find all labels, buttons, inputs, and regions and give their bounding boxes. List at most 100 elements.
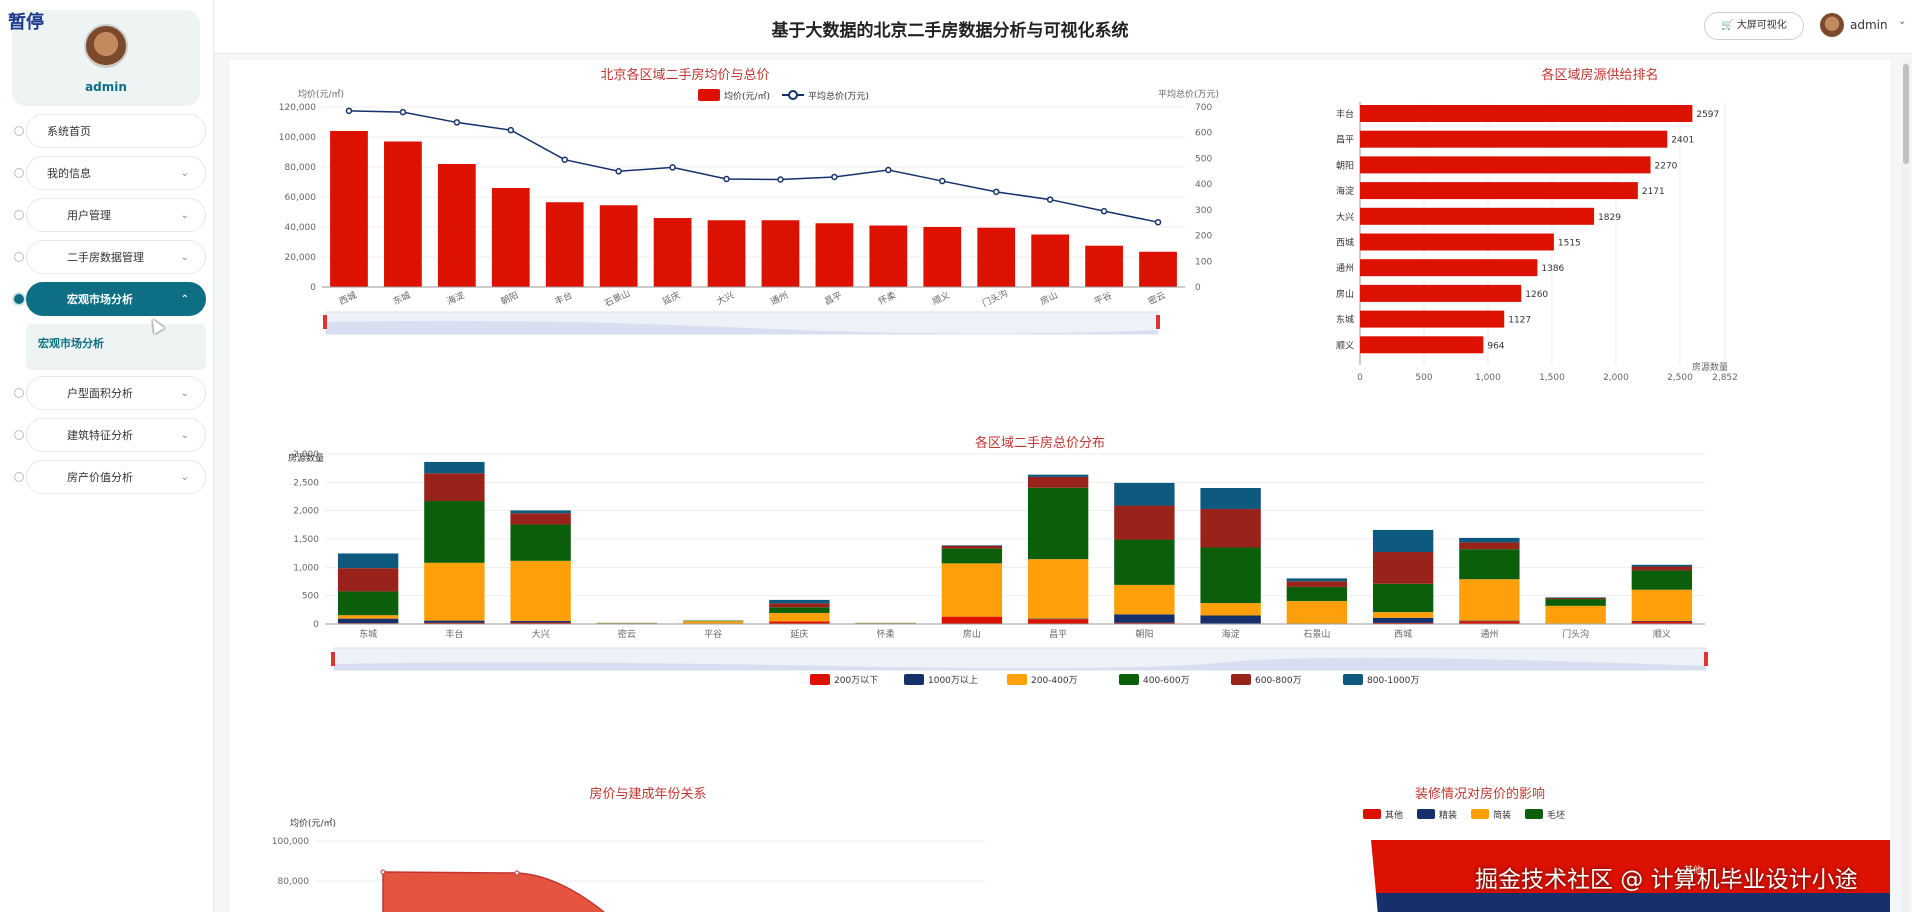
scrollbar-thumb[interactable] (1903, 64, 1909, 164)
chevron-down-icon[interactable]: ⌄ (1898, 16, 1907, 27)
y-tick-label: 顺义 (1336, 340, 1354, 351)
y-tick-label: 3,000 (293, 450, 319, 460)
bar-segment (1027, 474, 1089, 477)
page-scrollbar[interactable] (1902, 60, 1910, 912)
x-tick-label: 500 (1415, 373, 1432, 383)
sidebar-item-pill[interactable]: 二手房数据管理 ⌄ (26, 240, 206, 274)
legend-swatch (1417, 809, 1435, 819)
chart-title: 北京各区域二手房均价与总价 (600, 67, 769, 83)
sidebar-item-pill[interactable]: 房产价值分析 ⌄ (26, 460, 206, 494)
legend-swatch (1119, 674, 1139, 685)
bar-segment (1459, 537, 1520, 543)
sidebar-item-pill[interactable]: 我的信息 ⌄ (26, 156, 206, 190)
bar (599, 205, 638, 287)
sidebar-item-pill[interactable]: 宏观市场分析 ⌃ (26, 282, 206, 316)
sidebar-item-pill[interactable]: 户型面积分析 ⌄ (26, 376, 206, 410)
chevron-up-icon: ⌃ (180, 294, 189, 305)
y-tick-label: 东城 (1336, 314, 1354, 326)
sidebar-item-home[interactable]: 系统首页 (0, 114, 214, 150)
profile-username: admin (85, 80, 127, 94)
bar-segment (682, 621, 744, 624)
y-axis-label: 房源数量 (288, 452, 324, 464)
bar-segment (1545, 597, 1606, 598)
radio-dot-icon (14, 294, 24, 304)
radio-dot-icon (14, 252, 24, 262)
legend-label: 其他 (1385, 809, 1403, 821)
radio-dot-icon (14, 388, 24, 398)
avatar[interactable] (84, 24, 128, 68)
legend-swatch (1525, 809, 1543, 819)
chevron-down-icon: ⌄ (180, 430, 189, 441)
y2-tick-label: 300 (1195, 206, 1212, 216)
sidebar-item-label: 二手房数据管理 (67, 251, 144, 264)
avatar[interactable] (1820, 13, 1844, 37)
submenu-item-macro-market[interactable]: 宏观市场分析 (26, 324, 206, 370)
sidebar-item-pill[interactable]: 系统首页 (26, 114, 206, 148)
sidebar-item-pill[interactable]: 用户管理 ⌄ (26, 198, 206, 232)
bar-segment (1631, 570, 1693, 590)
bar-segment (1286, 581, 1348, 587)
bigscreen-button[interactable]: 🛒 大屏可视化 (1704, 12, 1804, 40)
y-tick-label: 100,000 (279, 133, 316, 143)
bar-segment (941, 548, 1003, 564)
sidebar-item-label: 系统首页 (47, 125, 91, 138)
sidebar-item-property-value[interactable]: 房产价值分析 ⌄ (0, 460, 214, 496)
sidebar-item-house-data[interactable]: 二手房数据管理 ⌄ (0, 240, 214, 276)
legend-swatch (1471, 809, 1489, 819)
sidebar-item-user-management[interactable]: 用户管理 ⌄ (0, 198, 214, 234)
data-label: 964 (1487, 341, 1504, 351)
y2-axis-label: 平均总价(万元) (1158, 88, 1219, 100)
watermark-text: 掘金技术社区 @ 计算机毕业设计小途 (1475, 867, 1858, 893)
main-content: 北京各区域二手房均价与总价 均价(元/㎡) 平均总价(万元) 均价(元/㎡) 平均总价(… (230, 60, 1890, 912)
x-tick-label: 石景山 (603, 288, 632, 309)
x-tick-label: 2,852 (1712, 373, 1738, 383)
funnel-label: 其他 (1684, 864, 1702, 876)
legend-label: 毛坯 (1547, 809, 1565, 821)
bar (545, 202, 584, 287)
bar-segment (1545, 597, 1606, 600)
zoom-slider-shadow (326, 320, 1158, 334)
bar-segment (1459, 542, 1520, 550)
bar-segment (1372, 617, 1434, 623)
x-tick-label: 大兴 (715, 289, 736, 307)
x-tick-label: 平谷 (704, 629, 722, 640)
bar-segment (424, 473, 485, 502)
x-tick-label: 顺义 (1653, 629, 1671, 640)
bar-segment (1286, 578, 1348, 582)
line-point (723, 175, 730, 183)
sidebar-item-label: 户型面积分析 (67, 387, 133, 400)
chart-title: 各区域二手房总价分布 (975, 435, 1105, 451)
bar (1360, 284, 1522, 302)
bar-segment (1631, 620, 1693, 622)
bar-segment (1545, 605, 1606, 624)
bar-segment (1631, 621, 1693, 624)
bar-segment (1631, 589, 1693, 621)
bar-segment (1631, 566, 1693, 571)
y-tick-label: 80,000 (278, 877, 310, 887)
sidebar-item-pill[interactable]: 建筑特征分析 ⌄ (26, 418, 206, 452)
x-tick-label: 延庆 (790, 628, 808, 640)
x-tick-label: 怀柔 (876, 289, 897, 307)
submenu-item-label: 宏观市场分析 (38, 337, 104, 350)
radio-dot-icon (14, 430, 24, 440)
x-tick-label: 1,000 (1475, 373, 1501, 383)
y2-tick-label: 200 (1195, 232, 1212, 242)
sidebar-item-macro-market[interactable]: 宏观市场分析 ⌃ (0, 282, 214, 318)
top-header: 基于大数据的北京二手房数据分析与可视化系统 🛒 大屏可视化 admin ⌄ (214, 0, 1912, 54)
y-tick-label: 500 (302, 592, 319, 602)
sidebar-item-my-info[interactable]: 我的信息 ⌄ (0, 156, 214, 192)
y-tick-label: 通州 (1336, 263, 1354, 274)
y-tick-label: 120,000 (279, 103, 316, 113)
bar-segment (1114, 614, 1175, 623)
line-point (345, 107, 353, 115)
sidebar-menu: 系统首页 我的信息 ⌄ 用户管理 ⌄ 二手房数据管理 ⌄ 宏观市场分析 ⌃ 宏观市场分析… (0, 114, 214, 502)
line-point (831, 173, 838, 181)
y-tick-label: 大兴 (1336, 211, 1354, 223)
sidebar-item-building-features[interactable]: 建筑特征分析 ⌄ (0, 418, 214, 454)
legend-label: 平均总价(万元) (808, 90, 869, 102)
line-point (615, 168, 622, 175)
header-username[interactable]: admin (1850, 18, 1888, 32)
x-tick-label: 海淀 (1222, 628, 1240, 640)
sidebar-item-layout-area[interactable]: 户型面积分析 ⌄ (0, 376, 214, 412)
bar-segment (1114, 584, 1175, 615)
